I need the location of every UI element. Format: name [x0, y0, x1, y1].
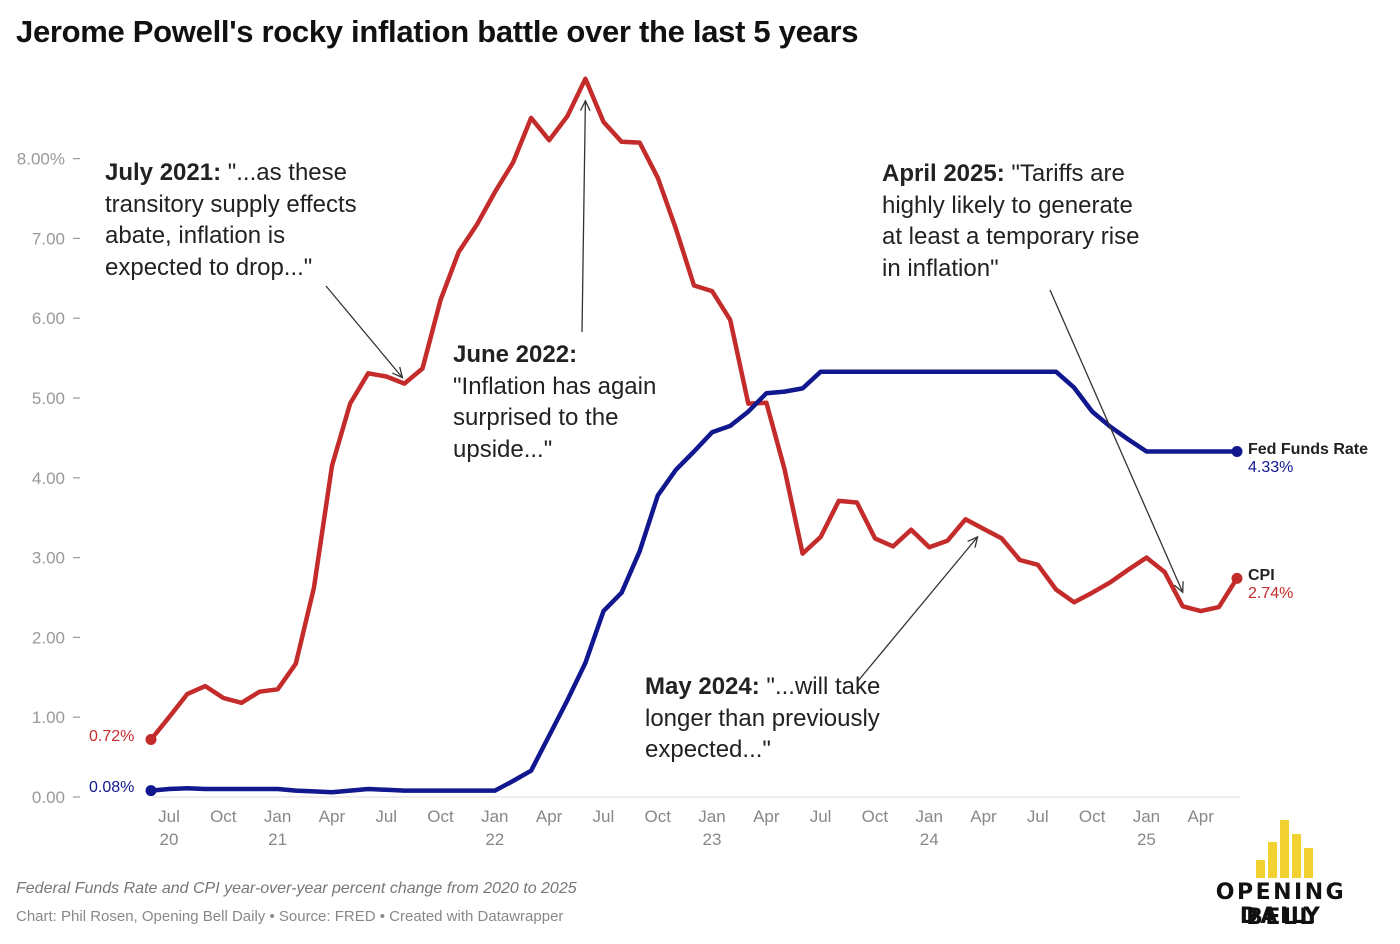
x-tick-label: Jul	[158, 807, 180, 826]
logo-bars-icon	[1256, 818, 1316, 878]
series-end-point	[1231, 572, 1243, 584]
opening-bell-daily-logo: OPENING BELL DAILY	[1178, 818, 1384, 938]
y-tick-label: 1.00	[32, 708, 65, 727]
x-tick-label: Jul	[810, 807, 832, 826]
annotation-head: May 2024:	[645, 673, 760, 700]
x-tick-year-label: 20	[160, 830, 179, 849]
x-tick-label: Apr	[1187, 807, 1214, 826]
y-axis: 0.00 1.00 2.00 3.00 4.00 5.00 6.00 7.00 8.00%	[17, 150, 80, 807]
y-tick-label: 7.00	[32, 229, 65, 248]
x-tick-label: Apr	[970, 807, 997, 826]
cpi-start-value: 0.72%	[89, 728, 135, 745]
series-end-value: 2.74%	[1248, 585, 1294, 602]
annotation-text: "...as these	[221, 159, 347, 186]
logo-text-line1: OPENING BELL	[1215, 880, 1347, 930]
logo-text-line2: DAILY	[1239, 904, 1323, 929]
series-label-fed-funds: Fed Funds Rate 4.33%	[1248, 441, 1368, 477]
chart-title: Jerome Powell's rocky inflation battle o…	[16, 14, 859, 49]
x-tick-label: Jul	[1027, 807, 1049, 826]
annotation-june-2022: June 2022: "Inflation has again surprise…	[453, 339, 656, 465]
annotation-text: expected..."	[645, 736, 771, 763]
annotation-text: highly likely to generate	[882, 191, 1133, 219]
y-tick-label: 5.00	[32, 389, 65, 408]
x-tick-label: Jan	[915, 807, 942, 826]
series-end-point	[1231, 445, 1243, 457]
x-tick-label: Apr	[319, 807, 346, 826]
fed-funds-start-value: 0.08%	[89, 779, 135, 796]
series-label-cpi: CPI 2.74%	[1248, 567, 1293, 603]
annotation-text: "Tariffs are	[1004, 160, 1125, 187]
series-start-point	[145, 734, 157, 746]
annotation-text: upside..."	[453, 435, 553, 463]
annotation-text: longer than previously	[645, 704, 880, 732]
annotation-head: April 2025:	[882, 160, 1005, 187]
annotation-text: in inflation"	[882, 254, 999, 282]
x-tick-label: Oct	[644, 807, 671, 826]
x-tick-label: Oct	[1079, 807, 1106, 826]
x-tick-label: Jul	[593, 807, 615, 826]
series-line-fed-funds	[148, 369, 1240, 795]
series-name: Fed Funds Rate	[1248, 441, 1369, 458]
x-tick-year-label: 21	[268, 830, 287, 849]
annotation-april-2025: April 2025: "Tariffs are highly likely t…	[882, 158, 1139, 284]
x-tick-label: Jan	[481, 807, 508, 826]
line-chart: 0.00 1.00 2.00 3.00 4.00 5.00 6.00 7.00 8.00% Ju…	[17, 76, 1243, 849]
arrow-june-2022	[579, 99, 591, 333]
y-tick-label: 2.00	[32, 628, 65, 647]
annotation-text: "Inflation has again	[453, 372, 657, 400]
annotation-text: "...will take	[759, 673, 881, 700]
annotation-head: July 2021:	[105, 159, 222, 186]
x-tick-label: Oct	[427, 807, 454, 826]
annotation-text: at least a temporary rise	[882, 223, 1140, 250]
x-tick-year-label: 25	[1137, 830, 1156, 849]
annotation-text: transitory supply effects	[105, 190, 357, 218]
annotation-head: June 2022:	[453, 341, 578, 368]
x-tick-label: Apr	[753, 807, 780, 826]
arrow-july-2021	[325, 285, 404, 379]
y-tick-label: 6.00	[32, 309, 65, 328]
arrow-may-2024	[857, 535, 979, 682]
y-tick-label: 8.00%	[17, 150, 65, 169]
annotation-text: surprised to the	[453, 404, 619, 431]
x-tick-year-label: 23	[703, 830, 722, 849]
y-tick-label: 0.00	[32, 788, 65, 807]
series-line-cpi	[148, 76, 1240, 742]
x-tick-year-label: 24	[920, 830, 939, 849]
x-tick-label: Jul	[375, 807, 397, 826]
chart-notes: Federal Funds Rate and CPI year-over-yea…	[16, 880, 577, 897]
annotation-may-2024: May 2024: "...will take longer than prev…	[645, 671, 880, 766]
x-tick-label: Jan	[264, 807, 291, 826]
x-tick-label: Oct	[210, 807, 237, 826]
series-lines	[145, 76, 1243, 797]
y-tick-label: 3.00	[32, 549, 65, 568]
y-tick-label: 4.00	[32, 469, 65, 488]
x-tick-label: Apr	[536, 807, 563, 826]
x-tick-label: Jan	[1133, 807, 1160, 826]
x-tick-label: Oct	[862, 807, 889, 826]
x-axis: Jul 20 Oct Jan 21 Apr Jul Oct Jan 22 Apr Jul Oct Jan 2…	[158, 807, 1214, 849]
series-start-point	[145, 785, 157, 797]
annotation-text: expected to drop..."	[105, 253, 313, 281]
arrow-april-2025	[1049, 289, 1184, 594]
x-tick-year-label: 22	[485, 830, 504, 849]
chart-source: Chart: Phil Rosen, Opening Bell Daily • …	[16, 908, 564, 925]
x-tick-label: Jan	[698, 807, 725, 826]
annotation-july-2021: July 2021: "...as these transitory suppl…	[105, 157, 357, 283]
annotation-arrows	[325, 99, 1184, 682]
series-end-value: 4.33%	[1248, 459, 1294, 476]
annotation-text: abate, inflation is	[105, 222, 286, 249]
series-name: CPI	[1248, 567, 1275, 584]
